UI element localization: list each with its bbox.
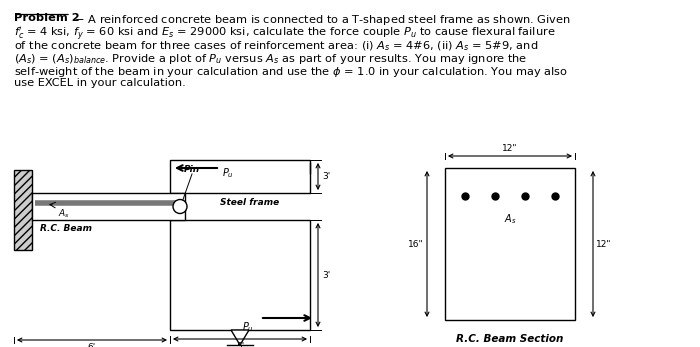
Text: $A_s$: $A_s$ [58,207,70,220]
Text: Pin: Pin [184,165,200,174]
Text: $A_s$: $A_s$ [504,212,517,226]
Text: R.C. Beam Section: R.C. Beam Section [456,334,564,344]
Bar [14,170,32,250]
Text: use EXCEL in your calculation.: use EXCEL in your calculation. [14,78,186,88]
Text: self-weight of the beam in your calculation and use the $\phi$ = 1.0 in your cal: self-weight of the beam in your calculat… [14,65,568,79]
Text: 3': 3' [322,271,330,279]
Text: $P_u$: $P_u$ [222,166,234,180]
Text: 6': 6' [88,343,96,347]
Text: Steel frame: Steel frame [220,198,279,207]
Bar [170,220,310,330]
Text: $f_c'$ = 4 ksi, $f_y$ = 60 ksi and $E_s$ = 29000 ksi, calculate the force couple: $f_c'$ = 4 ksi, $f_y$ = 60 ksi and $E_s$… [14,26,556,43]
Text: 5': 5' [236,342,244,347]
Text: 12": 12" [596,239,612,248]
Text: $P_u$: $P_u$ [242,320,254,334]
Polygon shape [231,330,249,345]
Bar [445,168,575,320]
Text: 3': 3' [322,172,330,181]
Bar [170,160,310,193]
Circle shape [173,200,187,213]
Bar [32,193,185,220]
Text: R.C. Beam: R.C. Beam [40,224,92,233]
Text: 16": 16" [408,239,424,248]
Text: Problem 2: Problem 2 [14,13,80,23]
Text: $(A_s)$ = $(A_s)_{balance}$. Provide a plot of $P_u$ versus $A_s$ as part of you: $(A_s)$ = $(A_s)_{balance}$. Provide a p… [14,52,527,66]
Text: of the concrete beam for three cases of reinforcement area: (i) $A_s$ = 4#6, (ii: of the concrete beam for three cases of … [14,39,538,53]
Text: $-$ A reinforced concrete beam is connected to a T-shaped steel frame as shown. : $-$ A reinforced concrete beam is connec… [71,13,570,27]
Text: 12": 12" [503,144,518,153]
